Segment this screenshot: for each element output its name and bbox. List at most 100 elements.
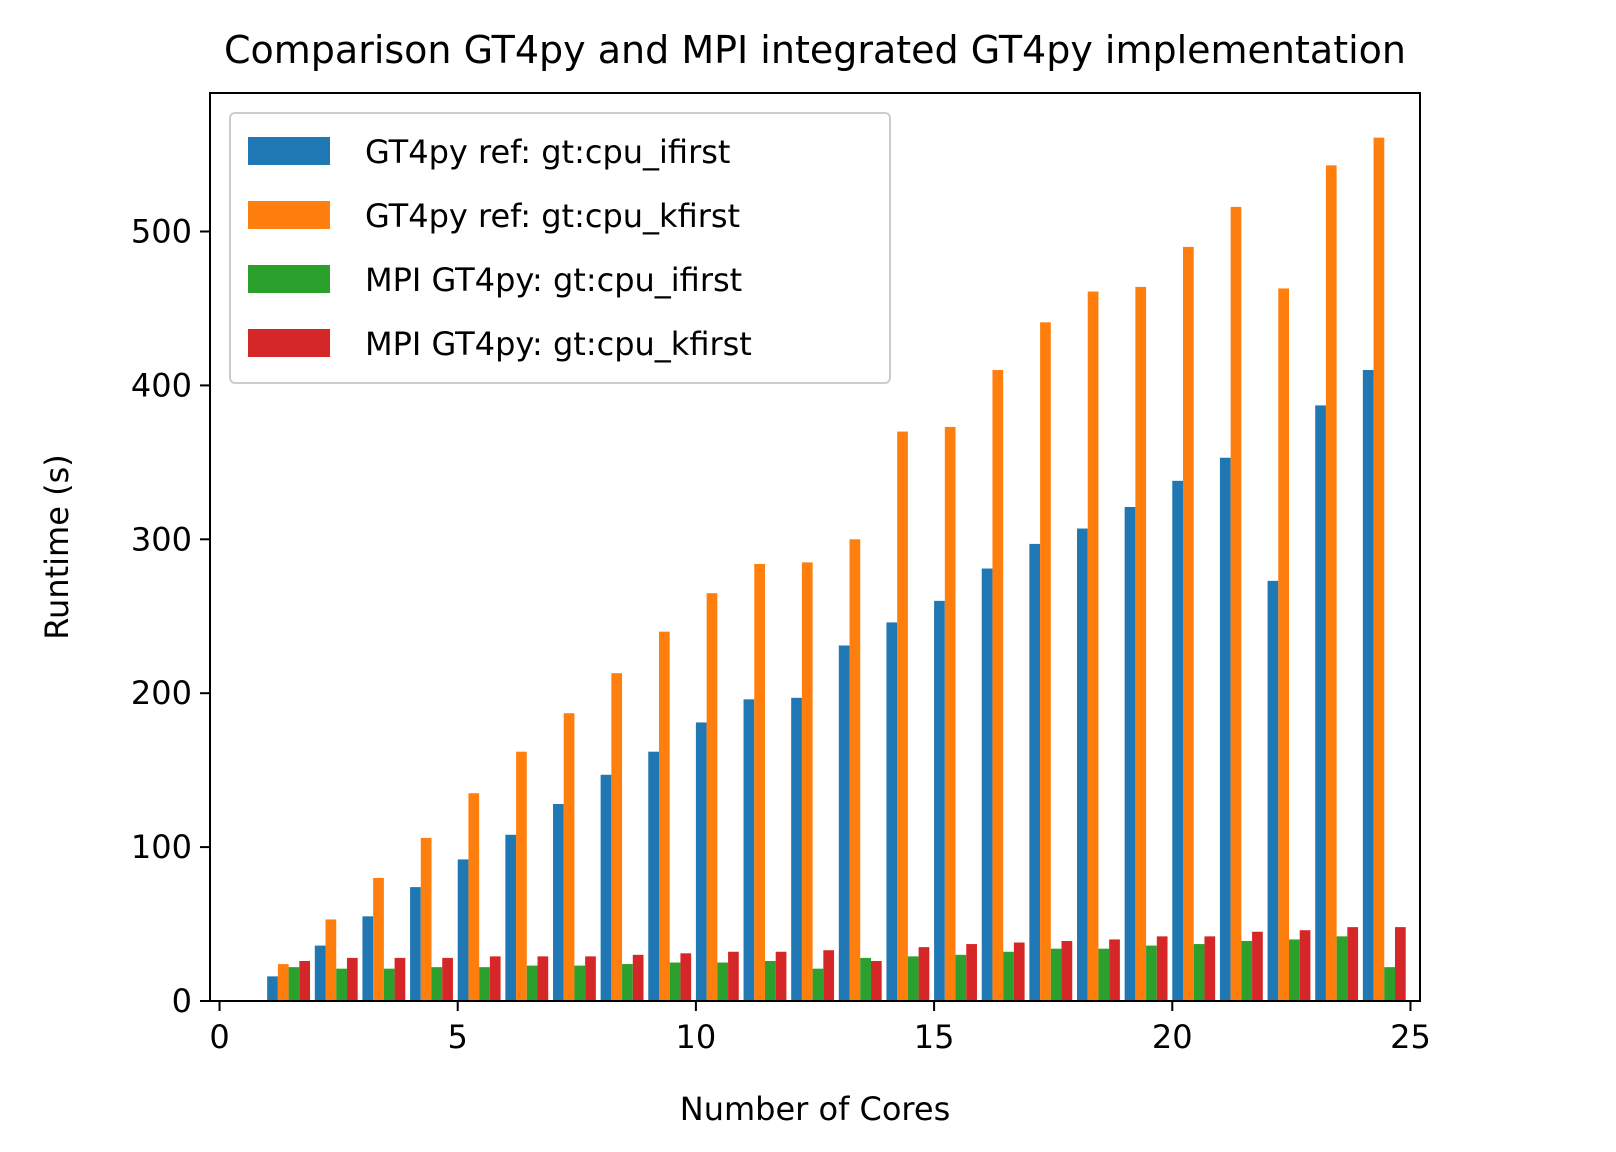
y-axis-label: Runtime (s) [38,454,76,639]
bar-3-12 [812,968,824,1001]
bar-3-15 [955,954,967,1001]
bar-3-19 [1146,945,1157,1001]
bar-1-7 [552,804,564,1001]
bars-group [267,137,1406,1002]
bar-4-15 [966,944,977,1001]
legend-swatch-2 [248,201,330,229]
bar-1-15 [934,600,945,1001]
bar-4-12 [823,950,835,1001]
bar-3-6 [526,965,538,1001]
bar-3-24 [1384,967,1395,1001]
bar-3-2 [336,968,347,1001]
x-tick-label: 20 [1152,1018,1193,1056]
x-tick-label: 0 [209,1018,229,1056]
bar-1-23 [1315,405,1326,1001]
bar-4-8 [632,954,644,1001]
bar-2-17 [1040,322,1051,1001]
bar-1-8 [600,774,612,1001]
y-tick-label: 500 [131,213,192,251]
legend-label-3: MPI GT4py: gt:cpu_ifirst [365,261,742,299]
legend-swatch-1 [248,137,330,165]
legend: GT4py ref: gt:cpu_ifirst GT4py ref: gt:cp… [229,112,891,384]
x-axis-label: Number of Cores [680,1090,950,1128]
bar-3-8 [622,964,633,1001]
bar-4-2 [346,957,358,1001]
legend-label-4: MPI GT4py: gt:cpu_kfirst [365,325,752,363]
bar-2-2 [325,919,337,1001]
y-axis: 0 100 200 300 400 500 [131,213,210,1020]
bar-1-24 [1362,370,1374,1001]
bar-3-16 [1003,951,1014,1001]
bar-4-24 [1394,927,1406,1001]
bar-2-14 [897,431,908,1001]
bar-4-17 [1061,940,1073,1001]
y-tick-label: 100 [131,828,192,866]
legend-frame [229,112,891,384]
bar-2-20 [1183,246,1194,1001]
bar-3-11 [764,960,776,1001]
bar-2-4 [420,837,432,1001]
bar-1-21 [1219,457,1231,1001]
bar-4-19 [1156,936,1168,1001]
bar-2-5 [468,793,480,1001]
bar-2-9 [658,631,670,1001]
bar-3-18 [1098,948,1110,1001]
plot-frame [209,92,1421,1002]
bar-2-18 [1087,291,1099,1001]
bar-3-22 [1288,939,1300,1001]
bar-4-5 [489,956,501,1001]
bar-4-20 [1204,936,1216,1001]
bar-1-3 [362,916,374,1001]
bar-2-16 [992,370,1004,1001]
bar-4-10 [728,951,739,1001]
bar-2-11 [754,563,765,1001]
bar-4-9 [680,953,692,1001]
bar-3-3 [383,968,395,1001]
bar-4-3 [394,957,406,1001]
bar-1-17 [1029,543,1041,1001]
legend-label-1: GT4py ref: gt:cpu_ifirst [365,133,730,171]
y-tick-label: 0 [172,982,192,1020]
bar-3-10 [717,962,729,1001]
bar-4-1 [299,960,311,1001]
x-tick-label: 10 [676,1018,717,1056]
bar-3-1 [288,967,300,1001]
bar-2-10 [706,593,718,1001]
bar-2-7 [563,713,575,1001]
legend-items: GT4py ref: gt:cpu_ifirst GT4py ref: gt:cp… [248,133,752,363]
bar-3-17 [1050,948,1062,1001]
bar-3-9 [669,962,681,1001]
bar-1-1 [267,976,278,1001]
legend-label-2: GT4py ref: gt:cpu_kfirst [365,197,740,235]
bar-1-10 [695,722,707,1001]
bar-2-6 [516,751,527,1001]
bar-2-24 [1373,137,1385,1002]
bar-1-5 [457,859,469,1001]
bar-1-9 [648,751,659,1001]
x-axis: 0 5 10 15 20 25 [209,1001,1431,1056]
bar-3-14 [907,956,919,1001]
x-tick-label: 15 [914,1018,955,1056]
bar-1-18 [1077,528,1088,1001]
bar-3-5 [479,967,490,1001]
bar-3-21 [1241,940,1253,1001]
x-tick-label: 5 [448,1018,468,1056]
bar-1-22 [1267,580,1279,1001]
legend-swatch-3 [248,265,330,293]
y-tick-label: 200 [131,674,192,712]
bar-3-7 [574,965,586,1001]
chart-title: Comparison GT4py and MPI integrated GT4p… [224,28,1406,72]
bar-1-14 [886,622,898,1001]
bar-4-18 [1109,939,1120,1001]
bar-2-8 [611,673,623,1001]
bar-1-13 [838,645,850,1001]
bar-4-21 [1252,931,1263,1001]
bar-2-22 [1278,288,1289,1002]
bar-2-12 [801,562,813,1001]
bar-2-1 [277,964,289,1001]
bar-4-14 [918,947,930,1001]
legend-swatch-4 [248,329,330,357]
y-tick-label: 300 [131,520,192,558]
bar-4-16 [1013,942,1025,1001]
bar-2-15 [944,426,956,1001]
